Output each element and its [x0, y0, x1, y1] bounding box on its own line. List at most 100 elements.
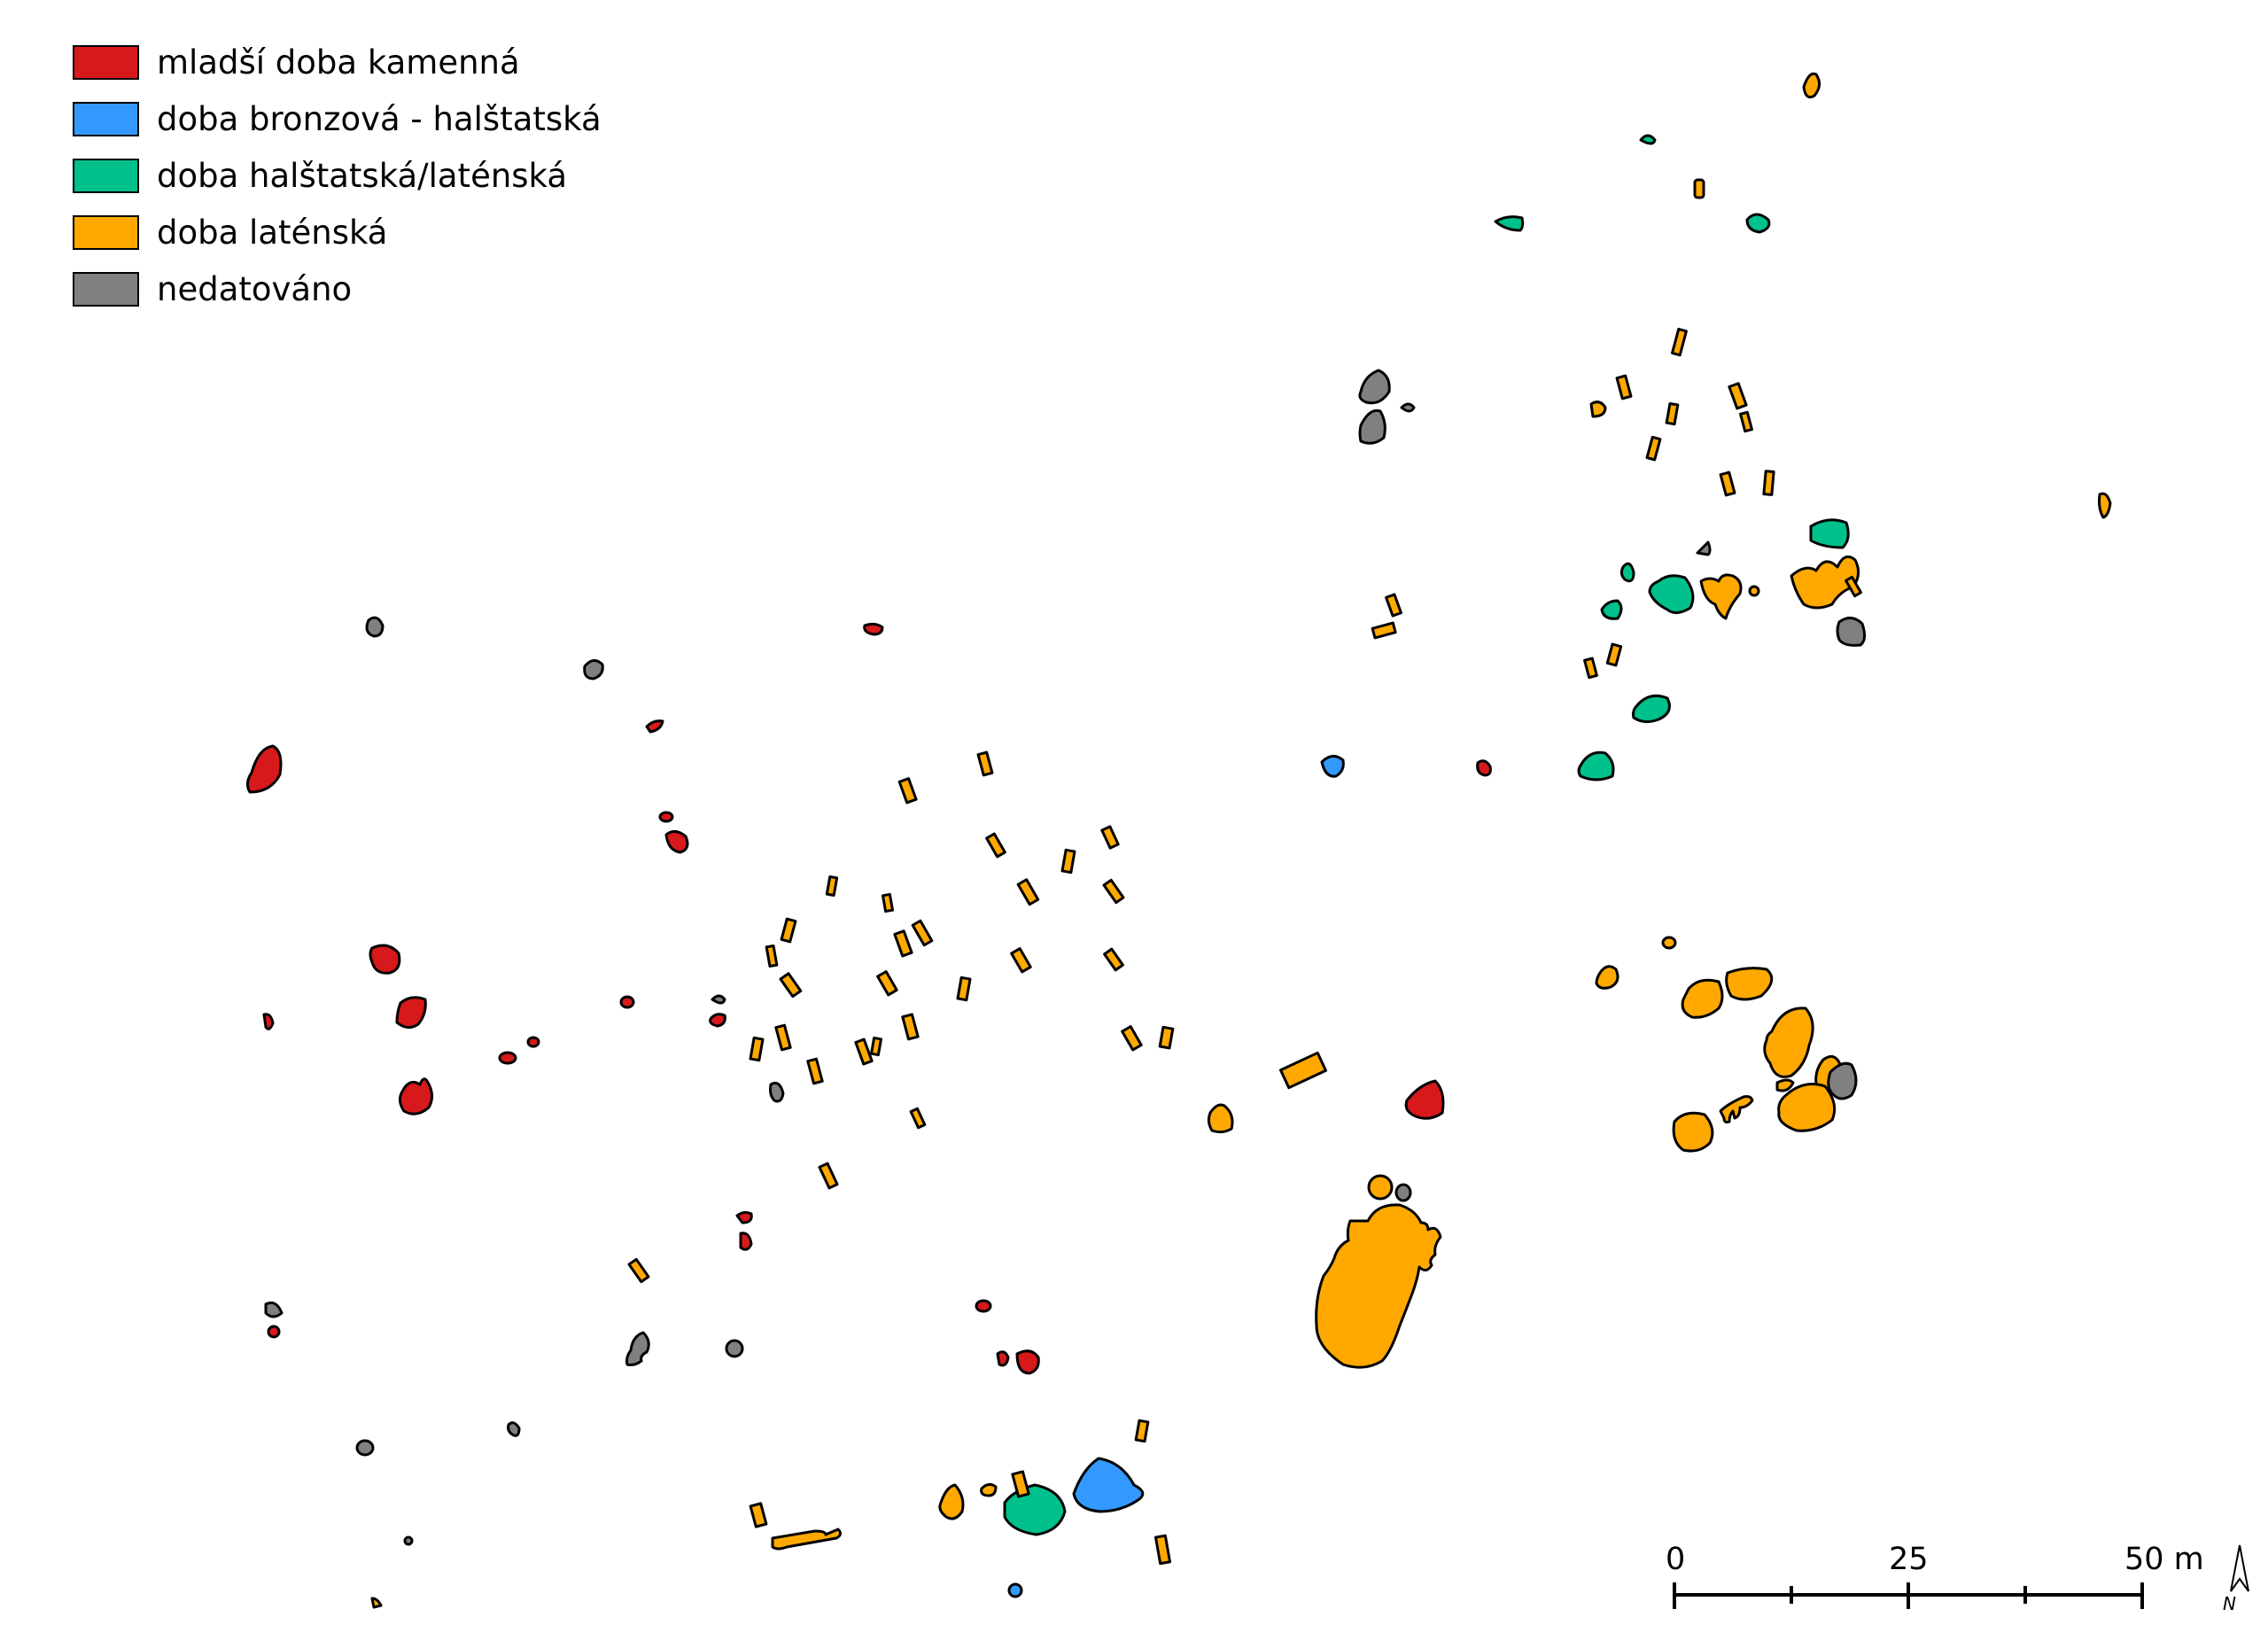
feature-latene	[1100, 825, 1120, 850]
feature-latene	[774, 1023, 792, 1052]
feature-latene	[881, 892, 895, 913]
feature-latene	[901, 1013, 920, 1041]
feature-undated	[1696, 540, 1712, 556]
feature-undated	[1836, 617, 1867, 647]
legend-label: doba bronzová - halštatská	[157, 99, 602, 138]
feature-bronze	[1320, 755, 1345, 778]
feature-latene	[1802, 72, 1821, 99]
feature-latene	[1693, 178, 1705, 199]
feature-neolithic	[245, 744, 283, 794]
feature-latene	[869, 1036, 883, 1057]
feature-hallstatt-latene	[1639, 134, 1657, 145]
scale-label-0: 0	[1666, 1542, 1686, 1577]
feature-latene	[985, 832, 1006, 859]
feature-latene	[771, 1528, 843, 1551]
feature-neolithic	[369, 944, 401, 975]
feature-latene	[1583, 657, 1598, 680]
feature-latene	[1103, 947, 1124, 972]
undated-features	[264, 369, 1867, 1546]
feature-neolithic	[664, 830, 689, 854]
latene-features	[370, 72, 2112, 1609]
feature-latene	[876, 970, 898, 997]
feature-neolithic	[709, 1013, 726, 1028]
feature-latene	[2098, 492, 2112, 519]
feature-hallstatt-latene	[1745, 213, 1771, 234]
legend-item-undated: nedatováno	[73, 260, 602, 317]
feature-undated	[1394, 1183, 1412, 1202]
feature-latene	[1102, 878, 1125, 905]
feature-neolithic	[863, 622, 884, 636]
bronze-age-features	[1007, 755, 1345, 1598]
feature-neolithic	[1476, 759, 1492, 777]
scale-bar-graphic	[1673, 1582, 2144, 1609]
feature-latene	[749, 1502, 768, 1528]
feature-hallstatt-latene	[1632, 694, 1671, 724]
legend-item-neolithic: mladší doba kamenná	[73, 34, 602, 90]
legend-swatch	[73, 158, 139, 193]
feature-hallstatt-latene	[1648, 574, 1695, 614]
feature-latene	[370, 1597, 383, 1609]
feature-latene	[980, 1482, 998, 1497]
feature-latene	[909, 1107, 927, 1130]
feature-neolithic	[975, 1299, 992, 1313]
feature-latene	[1661, 936, 1677, 950]
feature-neolithic	[1404, 1079, 1445, 1120]
feature-latene	[1010, 947, 1032, 974]
feature-latene	[1699, 573, 1743, 620]
feature-latene	[1016, 878, 1040, 906]
feature-undated	[1827, 1061, 1858, 1100]
legend-label: mladší doba kamenná	[157, 43, 520, 82]
feature-undated	[769, 1081, 785, 1103]
feature-undated	[1358, 369, 1391, 405]
legend-item-hallstatt-latene: doba halštatská/laténská	[73, 147, 602, 204]
feature-latene	[780, 917, 797, 944]
legend-label: doba laténská	[157, 213, 388, 252]
feature-latene	[779, 972, 803, 999]
feature-hallstatt-latene	[1809, 518, 1850, 549]
feature-latene	[1762, 470, 1775, 496]
feature-latene	[1207, 1103, 1234, 1134]
feature-hallstatt-latene	[1600, 599, 1623, 620]
feature-hallstatt-latene	[1619, 562, 1635, 583]
feature-latene	[765, 944, 779, 968]
feature-neolithic	[735, 1210, 753, 1224]
north-label: N	[2223, 1593, 2236, 1614]
feature-latene	[1121, 1025, 1143, 1052]
feature-neolithic	[395, 996, 427, 1029]
feature-neolithic	[1015, 1349, 1040, 1375]
feature-undated	[1400, 402, 1416, 413]
feature-latene	[1011, 1470, 1030, 1498]
feature-latene	[854, 1038, 874, 1066]
feature-latene	[893, 929, 913, 958]
feature-latene	[825, 875, 839, 898]
feature-latene	[1719, 1095, 1754, 1123]
feature-latene	[1367, 1174, 1394, 1201]
legend-swatch	[73, 101, 139, 136]
feature-latene	[1385, 593, 1402, 618]
feature-neolithic	[645, 719, 664, 734]
feature-latene	[1605, 642, 1623, 667]
feature-latene	[818, 1162, 839, 1190]
feature-latene	[897, 777, 918, 805]
feature-undated	[711, 994, 726, 1005]
feature-latene	[938, 1483, 965, 1520]
feature-undated	[725, 1339, 744, 1358]
feature-neolithic	[996, 1350, 1010, 1367]
feature-latene	[1645, 435, 1662, 462]
feature-undated	[403, 1535, 414, 1546]
feature-latene	[1158, 1025, 1175, 1050]
feature-undated	[264, 1301, 284, 1318]
feature-latene	[1665, 401, 1680, 426]
legend-item-bronze-age: doba bronzová - halštatská	[73, 90, 602, 147]
feature-neolithic	[658, 811, 674, 823]
feature-latene	[1775, 1078, 1795, 1092]
feature-bronze	[1007, 1582, 1023, 1598]
feature-latene	[1845, 575, 1862, 598]
feature-latene	[1615, 374, 1633, 400]
feature-hallstatt-latene	[1003, 1483, 1067, 1536]
legend: mladší doba kamenná doba bronzová - halš…	[73, 34, 602, 317]
legend-item-latene: doba laténská	[73, 204, 602, 260]
legend-label: doba halštatská/laténská	[157, 156, 568, 195]
feature-latene	[1739, 410, 1753, 433]
